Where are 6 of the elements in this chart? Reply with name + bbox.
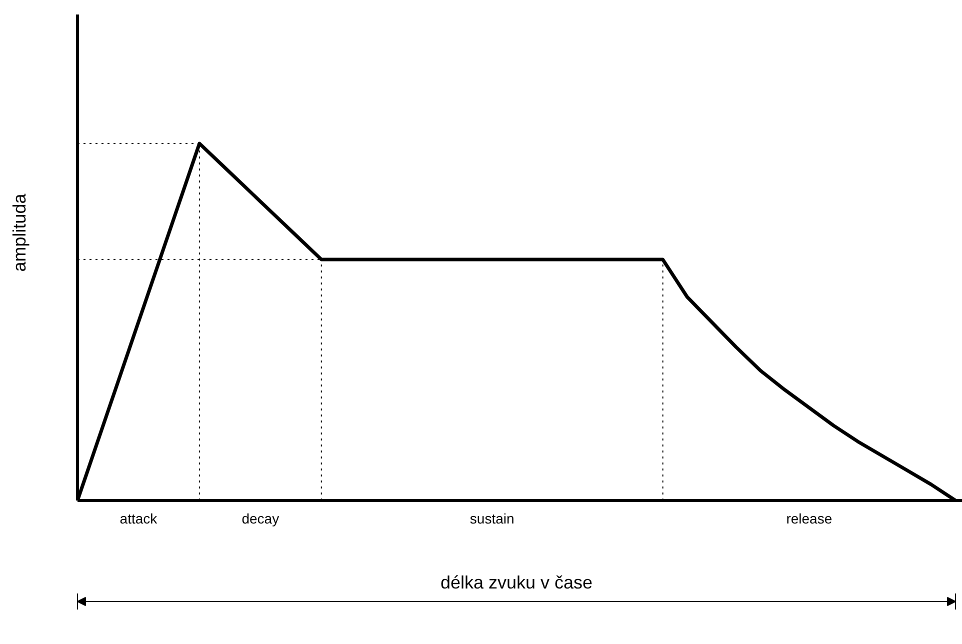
x-axis-title: délka zvuku v čase — [440, 572, 593, 592]
text: release — [786, 510, 832, 526]
text: decay — [242, 510, 280, 526]
y-axis-title: amplituda — [10, 192, 30, 272]
text: sustain — [470, 510, 514, 526]
text: attack — [120, 510, 158, 526]
